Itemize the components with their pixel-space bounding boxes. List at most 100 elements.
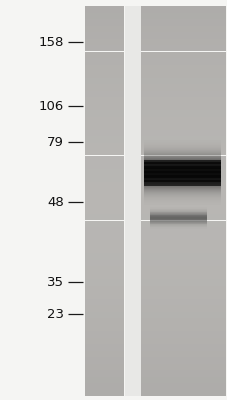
Bar bbox=[85, 246, 124, 253]
Bar bbox=[150, 208, 207, 209]
Bar bbox=[141, 26, 225, 32]
Bar bbox=[143, 174, 220, 176]
Bar bbox=[85, 324, 124, 331]
Bar bbox=[85, 338, 124, 344]
Bar bbox=[85, 123, 124, 130]
Bar bbox=[143, 188, 220, 190]
Bar bbox=[143, 166, 220, 168]
Bar bbox=[141, 90, 225, 97]
Bar bbox=[143, 181, 220, 183]
Bar bbox=[85, 116, 124, 123]
Bar bbox=[143, 167, 220, 169]
Bar bbox=[141, 182, 225, 188]
Bar bbox=[85, 45, 124, 52]
Bar bbox=[143, 144, 220, 146]
Bar bbox=[143, 196, 220, 198]
Bar bbox=[143, 154, 220, 156]
Bar bbox=[143, 175, 220, 177]
Bar bbox=[141, 357, 225, 364]
Bar bbox=[85, 188, 124, 194]
Text: 158: 158 bbox=[38, 36, 64, 48]
Bar bbox=[141, 234, 225, 240]
Bar bbox=[143, 160, 220, 162]
Bar bbox=[143, 200, 220, 202]
Bar bbox=[85, 260, 124, 266]
Bar bbox=[85, 234, 124, 240]
Bar bbox=[141, 6, 225, 12]
Bar bbox=[85, 240, 124, 246]
Bar bbox=[85, 168, 124, 175]
Bar bbox=[141, 130, 225, 136]
Bar bbox=[85, 90, 124, 97]
Bar bbox=[141, 149, 225, 156]
Bar bbox=[141, 383, 225, 390]
Bar bbox=[141, 376, 225, 383]
Bar bbox=[141, 324, 225, 331]
Bar bbox=[141, 286, 225, 292]
Bar bbox=[141, 260, 225, 266]
Bar bbox=[141, 168, 225, 175]
Bar bbox=[141, 240, 225, 246]
Bar bbox=[85, 84, 124, 90]
Bar bbox=[85, 142, 124, 149]
Bar bbox=[143, 172, 220, 174]
Bar bbox=[141, 104, 225, 110]
Bar bbox=[141, 253, 225, 260]
Bar bbox=[143, 180, 220, 182]
Bar bbox=[85, 175, 124, 182]
Bar bbox=[141, 272, 225, 279]
Bar bbox=[85, 220, 124, 227]
Bar bbox=[150, 210, 207, 211]
Bar bbox=[141, 220, 225, 227]
Bar bbox=[143, 176, 220, 178]
Bar bbox=[141, 19, 225, 26]
Bar bbox=[85, 279, 124, 286]
Bar bbox=[85, 38, 124, 45]
Bar bbox=[150, 217, 207, 218]
Bar bbox=[143, 198, 220, 200]
Bar bbox=[141, 292, 225, 298]
Bar bbox=[143, 156, 220, 158]
Bar bbox=[85, 298, 124, 305]
Bar bbox=[143, 170, 220, 172]
Bar bbox=[141, 214, 225, 220]
Bar bbox=[143, 165, 220, 166]
Bar bbox=[143, 140, 220, 142]
Bar bbox=[141, 390, 225, 396]
Bar bbox=[141, 227, 225, 234]
Bar bbox=[141, 32, 225, 38]
Bar bbox=[143, 184, 220, 186]
Bar bbox=[150, 227, 207, 228]
Text: 48: 48 bbox=[47, 196, 64, 208]
Bar bbox=[85, 318, 124, 324]
Bar bbox=[85, 390, 124, 396]
Bar bbox=[141, 201, 225, 208]
Bar bbox=[85, 156, 124, 162]
Bar bbox=[141, 305, 225, 312]
Bar bbox=[141, 350, 225, 357]
Bar bbox=[85, 136, 124, 142]
Bar bbox=[143, 180, 220, 182]
Bar bbox=[85, 344, 124, 350]
Bar bbox=[85, 292, 124, 298]
Bar bbox=[143, 168, 220, 170]
Bar bbox=[85, 383, 124, 390]
Bar bbox=[141, 58, 225, 64]
Bar bbox=[143, 179, 220, 181]
Bar bbox=[85, 12, 124, 19]
Bar bbox=[141, 338, 225, 344]
Bar bbox=[143, 202, 220, 204]
Bar bbox=[150, 216, 207, 217]
Bar bbox=[85, 6, 124, 12]
Bar bbox=[150, 223, 207, 224]
Bar bbox=[85, 266, 124, 272]
Bar bbox=[85, 162, 124, 168]
Bar bbox=[143, 162, 220, 164]
Bar bbox=[141, 45, 225, 52]
Bar bbox=[141, 318, 225, 324]
Bar bbox=[143, 171, 220, 173]
Bar bbox=[85, 201, 124, 208]
Text: 35: 35 bbox=[47, 276, 64, 288]
Bar bbox=[143, 184, 220, 186]
Bar bbox=[150, 220, 207, 221]
